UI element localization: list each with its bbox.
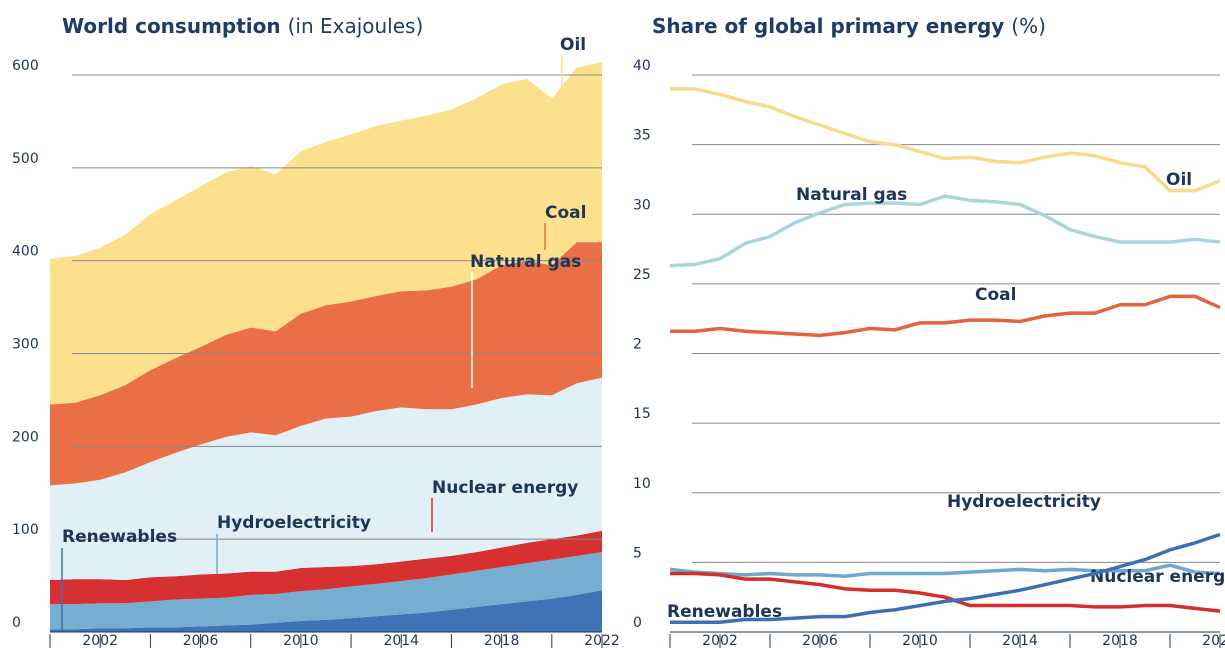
series-label: Renewables (667, 602, 782, 622)
y-tick-label: 100 (12, 522, 39, 538)
y-tick-label: 500 (12, 151, 39, 167)
series-label: Natural gas (470, 252, 581, 272)
title: World consumption (62, 14, 281, 38)
series-label: Hydroelectricity (947, 492, 1101, 512)
y-tick-label: 5 (633, 545, 642, 561)
series-label: Oil (1166, 170, 1192, 190)
y-tick-label: 15 (633, 406, 651, 422)
area (50, 590, 602, 632)
subtitle: (%) (1011, 14, 1046, 38)
title: Share of global primary energy (652, 14, 1004, 38)
series-label: Hydroelectricity (217, 513, 371, 533)
area (50, 242, 602, 486)
line (669, 563, 1221, 579)
area (50, 377, 602, 581)
series-label: Oil (560, 35, 586, 55)
x-tick-label: 2022 (1202, 633, 1225, 648)
y-tick-label: 0 (633, 615, 642, 631)
y-tick-label: 25 (633, 267, 651, 283)
series-label: Nuclear energy (1090, 567, 1225, 587)
area (50, 552, 602, 630)
y-tick-label: 2 (633, 337, 642, 353)
series-label: Coal (545, 203, 586, 223)
series-label: Natural gas (796, 185, 907, 205)
y-tick-label: 300 (12, 337, 39, 353)
subtitle: (in Exajoules) (288, 14, 424, 38)
line (670, 87, 1221, 193)
y-tick-label: 400 (12, 244, 39, 260)
series-label: Coal (975, 285, 1016, 305)
line (670, 571, 1221, 613)
line (669, 194, 1221, 268)
y-tick-label: 30 (633, 197, 651, 213)
series-label: Nuclear energy (432, 478, 578, 498)
area (50, 62, 602, 405)
chart-title: World consumption (in Exajoules) (62, 14, 423, 38)
series-label: Renewables (62, 527, 177, 547)
y-tick-label: 600 (12, 58, 39, 74)
y-tick-label: 40 (633, 58, 651, 74)
area (50, 530, 602, 605)
chart-title: Share of global primary energy (%) (652, 14, 1046, 38)
line (670, 532, 1221, 625)
y-tick-label: 0 (12, 615, 21, 631)
y-tick-label: 35 (633, 128, 651, 144)
line (670, 294, 1221, 338)
y-tick-label: 10 (633, 476, 651, 492)
y-tick-label: 200 (12, 429, 39, 445)
